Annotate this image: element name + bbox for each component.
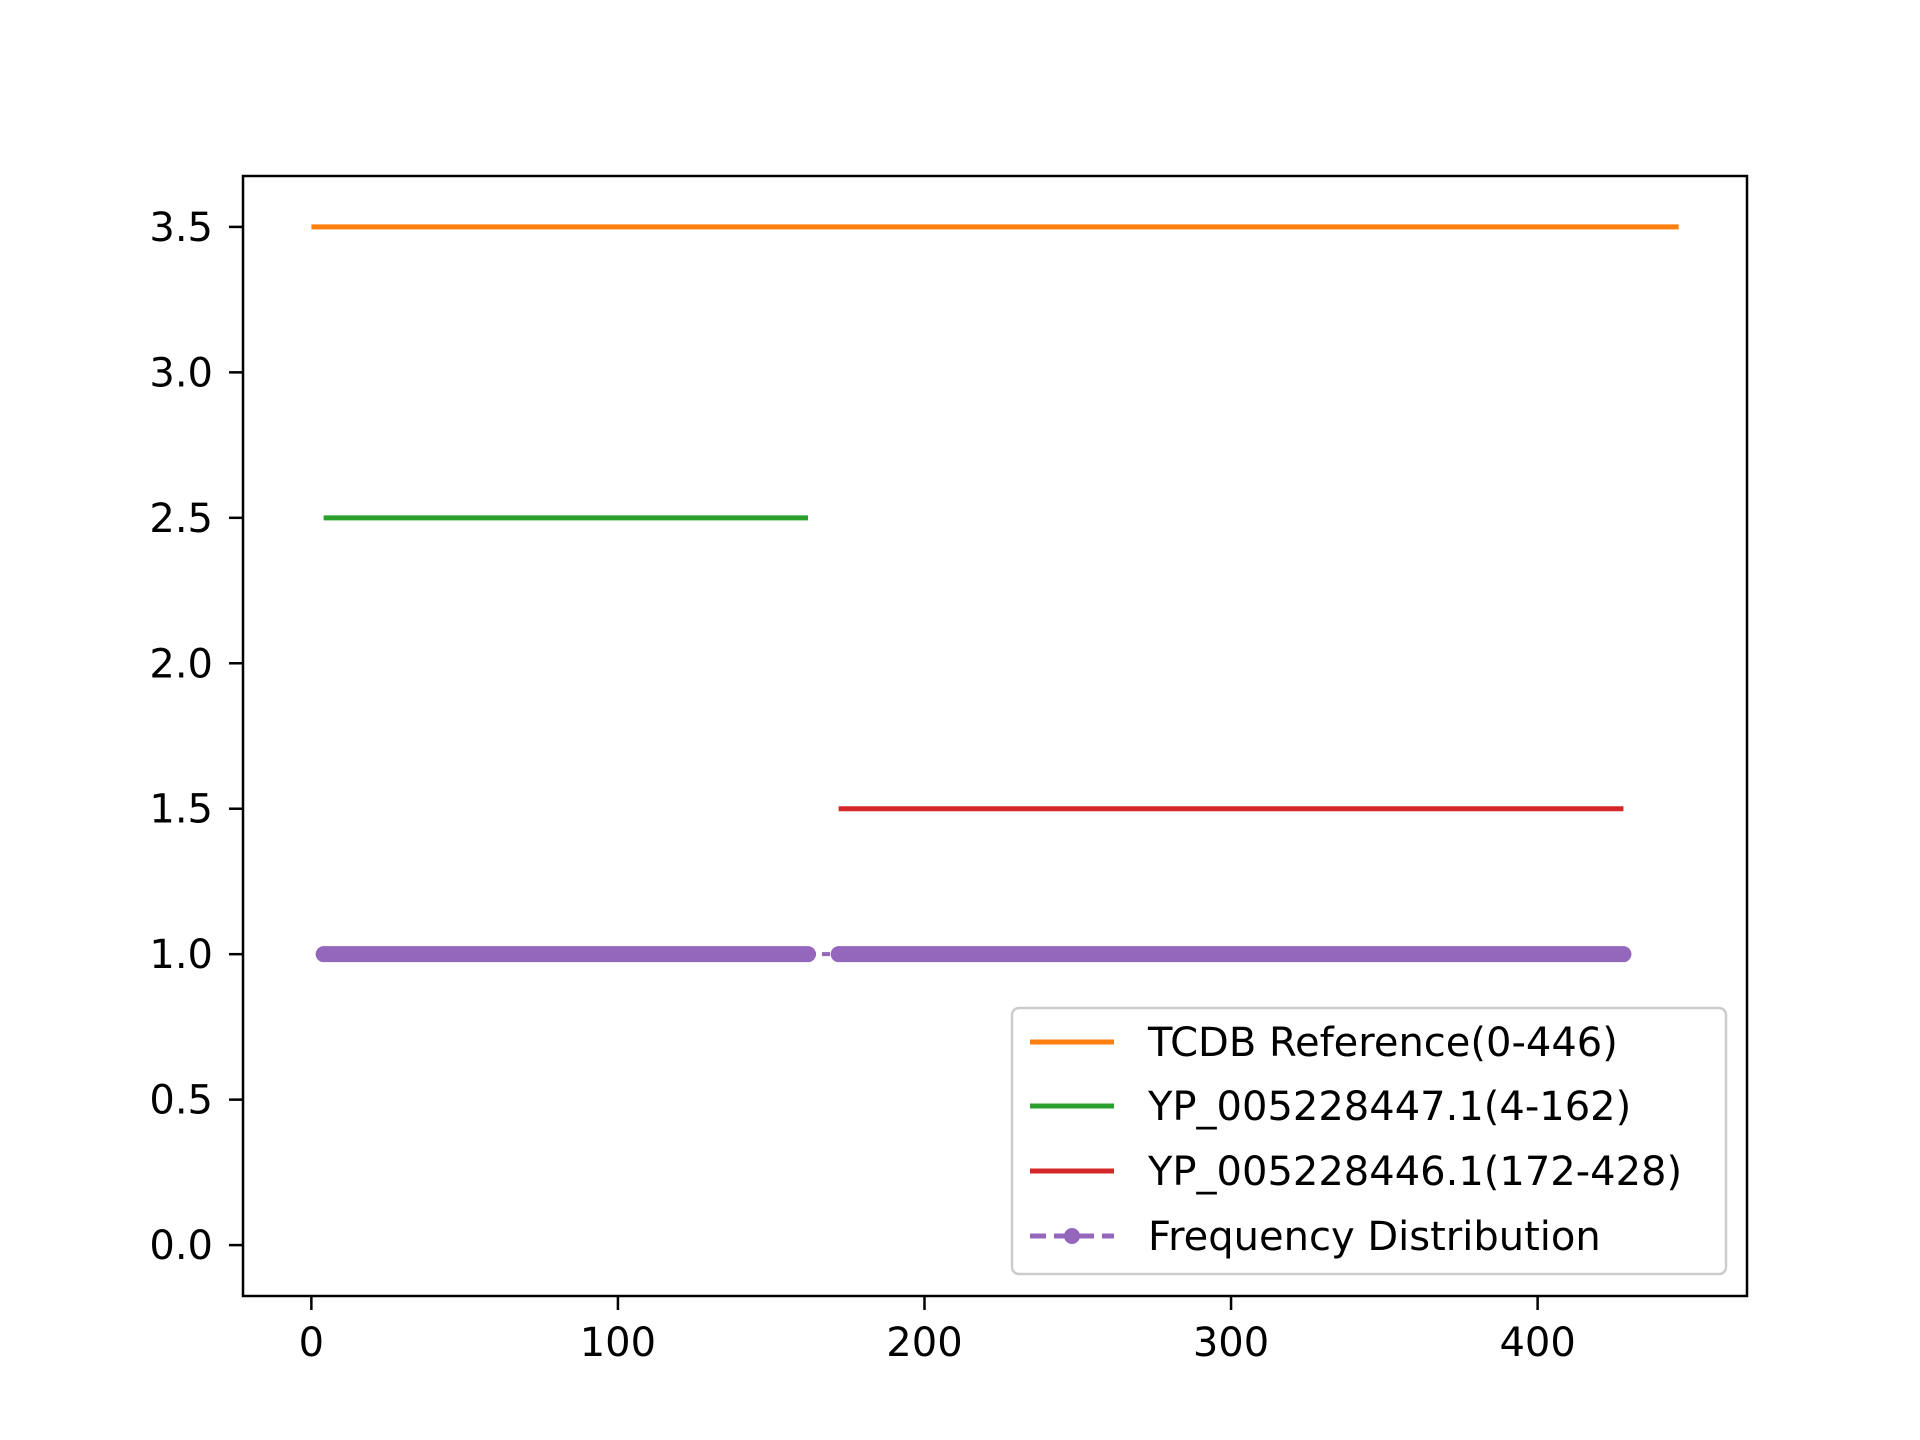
x-tick-label: 400 bbox=[1499, 1320, 1575, 1366]
legend-label: TCDB Reference(0-446) bbox=[1147, 1020, 1618, 1066]
legend: TCDB Reference(0-446) YP_005228447.1(4-16… bbox=[1010, 1006, 1728, 1276]
legend-entry-frequency-distribution: Frequency Distribution bbox=[1030, 1214, 1601, 1260]
y-tick-label: 0.0 bbox=[149, 1223, 213, 1269]
x-tick-label: 0 bbox=[299, 1320, 324, 1366]
axes-frame bbox=[241, 174, 1749, 1298]
y-tick-label: 2.0 bbox=[149, 641, 213, 687]
x-axis: 0 100 200 300 400 bbox=[299, 1296, 1576, 1366]
legend-box bbox=[1010, 1006, 1728, 1276]
y-tick-label: 1.5 bbox=[149, 787, 213, 833]
plot-marks bbox=[311, 224, 1679, 963]
legend-label: YP_005228447.1(4-162) bbox=[1147, 1084, 1631, 1130]
y-axis: 0.0 0.5 1.0 1.5 2.0 2.5 3.0 3.5 bbox=[149, 205, 243, 1269]
legend-entry-yp-005228447: YP_005228447.1(4-162) bbox=[1030, 1084, 1631, 1130]
x-tick-label: 100 bbox=[580, 1320, 656, 1366]
legend-label: YP_005228446.1(172-428) bbox=[1147, 1149, 1682, 1195]
y-tick-label: 1.0 bbox=[149, 932, 213, 978]
y-tick-label: 0.5 bbox=[149, 1078, 213, 1124]
legend-entry-tcdb-reference: TCDB Reference(0-446) bbox=[1030, 1020, 1618, 1066]
legend-label: Frequency Distribution bbox=[1148, 1214, 1601, 1260]
y-tick-label: 3.0 bbox=[149, 350, 213, 396]
x-tick-label: 200 bbox=[886, 1320, 962, 1366]
legend-marker bbox=[1064, 1228, 1080, 1244]
y-tick-label: 3.5 bbox=[149, 205, 213, 251]
x-tick-label: 300 bbox=[1193, 1320, 1269, 1366]
legend-entry-yp-005228446: YP_005228446.1(172-428) bbox=[1030, 1149, 1682, 1195]
y-tick-label: 2.5 bbox=[149, 496, 213, 542]
